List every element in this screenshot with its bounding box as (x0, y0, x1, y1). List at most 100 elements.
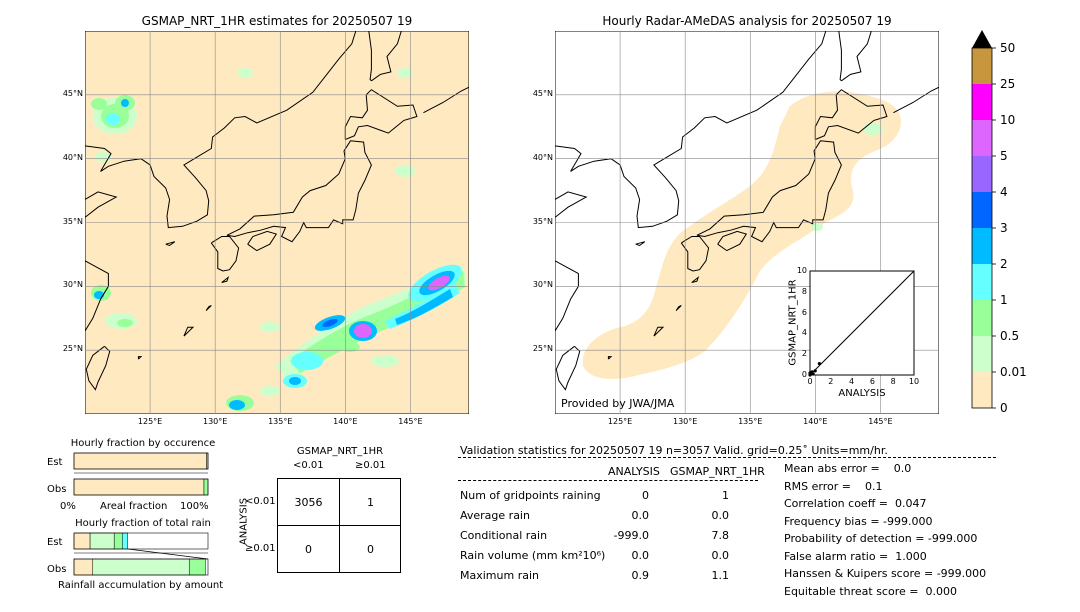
coastline-segment (85, 191, 118, 218)
lat-label: 25°N (62, 344, 83, 354)
coastline-segment (137, 356, 143, 360)
lon-label: 125°E (607, 417, 633, 426)
lon-label: 145°E (398, 417, 423, 426)
left-map-grid (85, 31, 469, 414)
coastline-segment (165, 241, 176, 247)
coastline-segment (226, 140, 372, 243)
contingency-cell-00: 3056 (294, 496, 323, 509)
contingency-cell-10: 0 (305, 543, 312, 556)
lat-label: 35°N (62, 216, 83, 226)
colorbar-label: 50 (1000, 41, 1015, 55)
contingency-row-0: <0.01 (245, 496, 276, 507)
validation-col-gsmap: GSMAP_NRT_1HR (670, 465, 765, 478)
lat-label: 30°N (62, 280, 83, 290)
occ-xlabel: Areal fraction (100, 501, 168, 512)
contingency-cell-01: 1 (367, 496, 374, 509)
validation-score: Hanssen & Kuipers score = -999.000 (784, 567, 987, 580)
inset-point (817, 361, 821, 366)
coastline-segment (607, 356, 613, 360)
coastline-segment (344, 89, 418, 140)
colorbar-label: 5 (1000, 149, 1008, 163)
coastline-segment (838, 31, 842, 82)
coastline-segment (183, 326, 195, 337)
contingency-col-0: <0.01 (293, 460, 324, 471)
inset-xtick: 2 (828, 377, 834, 386)
occ-xtick-right: 100% (180, 501, 209, 512)
coastline-segment (555, 31, 827, 229)
inset-xtick: 10 (908, 377, 920, 386)
colorbar-extend (972, 30, 992, 48)
contingency-title: GSMAP_NRT_1HR (296, 446, 384, 457)
validation-col-divider (458, 480, 758, 481)
validation-row-analysis: 0 (642, 489, 649, 502)
colorbar-label: 2 (1000, 257, 1008, 271)
validation-score: Mean abs error = 0.0 (784, 462, 912, 475)
coastline-segment (555, 345, 581, 391)
lon-label: 135°E (268, 417, 293, 426)
coastline-segment (555, 260, 579, 332)
totalrain-bars (73, 532, 209, 576)
fraction-bar-segment (73, 452, 207, 470)
lon-label: 125°E (137, 417, 163, 426)
validation-header: Validation statistics for 20250507 19 n=… (460, 444, 888, 457)
occ-xtick-left: 0% (60, 501, 76, 512)
fraction-bar-segment (73, 478, 205, 496)
coastline-segment (893, 86, 939, 114)
coastline-segment (247, 230, 278, 252)
colorbar-segment (972, 192, 992, 228)
radar-coverage (582, 91, 902, 379)
lon-label: 130°E (202, 417, 228, 426)
coastline-segment (85, 345, 111, 391)
left-map-coastline (85, 31, 469, 391)
coastline-segment (85, 260, 109, 332)
colorbar-segment (972, 156, 992, 192)
coastline-segment (221, 275, 230, 283)
lat-label: 40°N (62, 152, 83, 162)
inset-xtick: 0 (807, 377, 813, 386)
colorbar-segment (972, 372, 992, 408)
occurrence-bars (73, 452, 209, 496)
validation-score: False alarm ratio = 1.000 (784, 549, 927, 563)
inset-xtick: 4 (849, 377, 855, 386)
coastline-segment (205, 305, 212, 311)
colorbar-label: 10 (1000, 113, 1015, 127)
right-map-canvas: Provided by JWA/JMA (555, 31, 939, 414)
lat-label: 45°N (62, 88, 83, 98)
contingency-col-1: ≥0.01 (355, 460, 386, 471)
validation-row-analysis: 0.0 (631, 549, 650, 562)
validation-row-gsmap: 0.0 (711, 549, 730, 562)
lon-label: 140°E (333, 417, 358, 426)
tr-obs-label: Obs (47, 564, 67, 575)
validation-row-label: Rain volume (mm km²10⁶) (460, 549, 606, 562)
coastline-segment (368, 31, 372, 82)
validation-row-analysis: 0.9 (631, 569, 650, 582)
occ-est-label: Est (47, 457, 63, 468)
colorbar-segment (972, 300, 992, 336)
lat-label: 35°N (532, 216, 553, 226)
coastline-segment (423, 86, 469, 114)
colorbar-label: 3 (1000, 221, 1008, 235)
inset-ytick: 8 (801, 286, 807, 296)
colorbar-label: 4 (1000, 185, 1008, 199)
colorbar-segment (972, 264, 992, 300)
inset-ytick: 2 (801, 349, 807, 359)
coastline-segment (691, 275, 700, 283)
validation-row-label: Maximum rain (460, 569, 539, 582)
inset-ytick: 6 (801, 307, 807, 317)
tr-est-label: Est (47, 537, 63, 548)
validation-divider (458, 457, 996, 458)
inset-diagonal (809, 270, 915, 376)
lat-label: 40°N (532, 152, 553, 162)
totalrain-title: Hourly fraction of total rain (75, 518, 211, 529)
lat-label: 30°N (532, 280, 553, 290)
colorbar-label: 25 (1000, 77, 1015, 91)
occurrence-title: Hourly fraction by occurence (70, 438, 216, 449)
lon-label: 140°E (803, 417, 828, 426)
validation-row-label: Conditional rain (460, 529, 548, 542)
lon-label: 130°E (672, 417, 698, 426)
validation-row-gsmap: 0.0 (711, 509, 730, 522)
coastline-segment (210, 236, 240, 272)
right-map: Provided by JWA/JMA (555, 31, 939, 414)
colorbar-segment (972, 120, 992, 156)
inset-scatter (808, 270, 915, 377)
